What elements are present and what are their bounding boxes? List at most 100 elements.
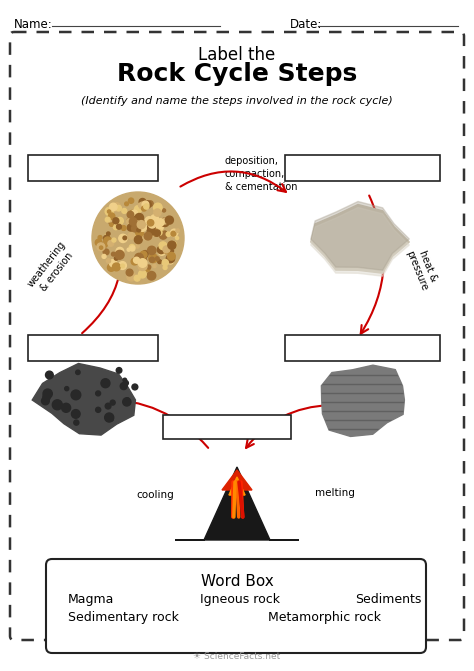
Circle shape xyxy=(134,234,140,240)
Circle shape xyxy=(144,201,151,208)
Circle shape xyxy=(147,227,155,235)
Circle shape xyxy=(129,218,137,225)
Circle shape xyxy=(163,231,167,236)
Circle shape xyxy=(123,398,131,406)
Circle shape xyxy=(163,246,170,253)
Circle shape xyxy=(111,252,115,256)
Circle shape xyxy=(112,238,116,242)
Text: deposition,
compaction,
& cementation: deposition, compaction, & cementation xyxy=(225,156,298,193)
Text: Date:: Date: xyxy=(290,18,322,31)
Circle shape xyxy=(113,218,119,223)
Circle shape xyxy=(135,260,138,263)
Circle shape xyxy=(108,210,111,213)
Polygon shape xyxy=(321,365,404,436)
Circle shape xyxy=(127,219,131,222)
FancyBboxPatch shape xyxy=(163,415,291,439)
Circle shape xyxy=(147,272,156,280)
Text: weathering
& erosion: weathering & erosion xyxy=(26,240,78,297)
Polygon shape xyxy=(229,477,245,495)
Circle shape xyxy=(115,250,124,259)
Circle shape xyxy=(147,219,154,226)
Circle shape xyxy=(109,219,117,226)
Circle shape xyxy=(117,217,123,224)
Circle shape xyxy=(118,262,127,270)
Circle shape xyxy=(76,370,80,374)
Circle shape xyxy=(157,229,164,237)
Circle shape xyxy=(105,234,109,238)
Circle shape xyxy=(153,229,159,236)
Circle shape xyxy=(147,246,156,254)
Circle shape xyxy=(138,270,146,278)
Circle shape xyxy=(71,390,81,400)
Circle shape xyxy=(112,204,119,211)
Circle shape xyxy=(117,224,121,229)
Circle shape xyxy=(128,224,134,231)
Circle shape xyxy=(113,224,118,229)
Circle shape xyxy=(123,378,127,382)
Circle shape xyxy=(98,236,102,240)
Circle shape xyxy=(131,210,137,217)
Polygon shape xyxy=(311,207,410,276)
Circle shape xyxy=(139,202,146,209)
Circle shape xyxy=(155,221,164,230)
FancyBboxPatch shape xyxy=(285,155,440,181)
Circle shape xyxy=(121,225,126,230)
Circle shape xyxy=(112,203,120,211)
Circle shape xyxy=(131,225,138,232)
Circle shape xyxy=(42,397,49,405)
FancyBboxPatch shape xyxy=(28,155,158,181)
Circle shape xyxy=(168,258,173,264)
Circle shape xyxy=(175,236,179,240)
Circle shape xyxy=(96,407,100,413)
Text: Word Box: Word Box xyxy=(201,574,273,589)
Circle shape xyxy=(43,393,50,401)
Circle shape xyxy=(161,218,169,227)
Circle shape xyxy=(136,219,143,227)
Circle shape xyxy=(108,240,114,246)
Circle shape xyxy=(133,216,138,221)
Circle shape xyxy=(158,248,165,255)
Circle shape xyxy=(168,254,172,257)
Circle shape xyxy=(109,203,117,211)
Circle shape xyxy=(154,203,162,212)
Polygon shape xyxy=(32,364,136,435)
Text: heat &
pressure: heat & pressure xyxy=(404,244,440,292)
Circle shape xyxy=(143,250,148,256)
Circle shape xyxy=(139,199,146,205)
Circle shape xyxy=(64,386,69,391)
Text: Sedimentary rock: Sedimentary rock xyxy=(68,611,179,624)
Circle shape xyxy=(130,224,137,231)
Circle shape xyxy=(162,260,168,266)
Circle shape xyxy=(121,264,125,268)
Circle shape xyxy=(141,251,148,258)
Text: Metamorphic rock: Metamorphic rock xyxy=(268,611,381,624)
Circle shape xyxy=(109,213,115,219)
Circle shape xyxy=(103,236,110,242)
Circle shape xyxy=(135,254,143,262)
Circle shape xyxy=(131,258,138,265)
Circle shape xyxy=(140,259,146,264)
Circle shape xyxy=(140,251,147,258)
Circle shape xyxy=(141,220,145,223)
Circle shape xyxy=(138,259,147,267)
Circle shape xyxy=(151,215,158,223)
Circle shape xyxy=(101,378,110,388)
Polygon shape xyxy=(311,205,410,273)
Polygon shape xyxy=(222,470,252,490)
Circle shape xyxy=(127,219,133,225)
Circle shape xyxy=(116,205,121,211)
Circle shape xyxy=(142,201,149,208)
Circle shape xyxy=(74,420,79,425)
Circle shape xyxy=(138,203,142,207)
Circle shape xyxy=(62,403,71,412)
Circle shape xyxy=(52,400,62,410)
Circle shape xyxy=(153,264,156,268)
Circle shape xyxy=(129,210,137,219)
Circle shape xyxy=(92,192,184,284)
Circle shape xyxy=(130,225,137,231)
Circle shape xyxy=(105,413,114,422)
Circle shape xyxy=(100,244,104,248)
Circle shape xyxy=(158,260,162,264)
Circle shape xyxy=(154,231,158,236)
Circle shape xyxy=(133,224,140,231)
